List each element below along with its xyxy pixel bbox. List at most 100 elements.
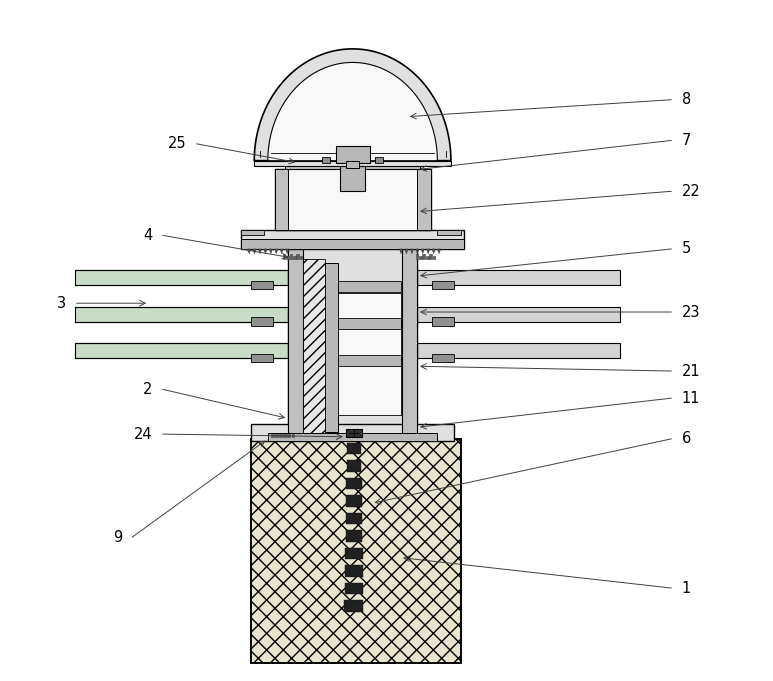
Polygon shape	[423, 255, 425, 259]
Bar	[274, 169, 288, 230]
Text: 5: 5	[682, 242, 691, 257]
Polygon shape	[240, 230, 264, 236]
Polygon shape	[432, 281, 455, 289]
Bar	[251, 439, 461, 663]
Polygon shape	[410, 249, 414, 254]
Text: 21: 21	[682, 364, 700, 379]
Polygon shape	[432, 317, 455, 326]
Bar	[402, 246, 417, 439]
Text: 9: 9	[113, 530, 122, 545]
Bar	[338, 281, 401, 292]
Bar	[338, 318, 401, 329]
Bar	[417, 306, 621, 321]
Bar	[274, 169, 431, 230]
Bar	[345, 565, 363, 577]
Polygon shape	[254, 49, 451, 161]
Text: 23: 23	[682, 304, 700, 319]
Bar	[346, 495, 362, 507]
Text: 24: 24	[134, 426, 152, 441]
Text: 3: 3	[57, 296, 66, 311]
Polygon shape	[251, 354, 273, 362]
Polygon shape	[375, 157, 383, 163]
Text: 25: 25	[168, 136, 186, 151]
Bar	[417, 343, 621, 358]
Polygon shape	[280, 249, 284, 254]
Bar	[254, 161, 451, 166]
Bar	[347, 153, 358, 168]
Bar	[346, 161, 359, 168]
Text: 2: 2	[143, 382, 152, 397]
Bar	[325, 262, 338, 432]
Polygon shape	[322, 157, 330, 163]
Polygon shape	[427, 249, 430, 254]
Text: 6: 6	[682, 431, 691, 446]
Polygon shape	[286, 256, 289, 259]
Polygon shape	[429, 255, 432, 259]
Bar	[284, 161, 421, 169]
Polygon shape	[405, 249, 408, 254]
Bar	[338, 355, 401, 366]
Polygon shape	[285, 249, 289, 254]
Text: 11: 11	[682, 391, 700, 406]
Bar	[303, 259, 325, 435]
Bar	[340, 154, 365, 191]
Bar	[267, 432, 438, 441]
Text: 1: 1	[682, 580, 691, 596]
Bar	[240, 230, 465, 249]
Bar	[240, 240, 465, 249]
Bar	[288, 246, 303, 439]
Bar	[346, 460, 361, 472]
Polygon shape	[283, 255, 285, 259]
Bar	[346, 513, 362, 524]
Polygon shape	[300, 256, 302, 259]
Polygon shape	[432, 249, 435, 254]
Polygon shape	[253, 249, 257, 254]
Polygon shape	[433, 256, 435, 259]
Polygon shape	[438, 230, 461, 236]
Polygon shape	[267, 63, 438, 161]
Polygon shape	[279, 434, 282, 437]
Text: 22: 22	[682, 184, 700, 199]
Bar	[346, 478, 362, 490]
Polygon shape	[288, 434, 290, 437]
Polygon shape	[251, 317, 273, 326]
Polygon shape	[264, 249, 267, 254]
Polygon shape	[416, 255, 418, 259]
Polygon shape	[290, 255, 292, 259]
Polygon shape	[247, 249, 251, 254]
Bar	[288, 246, 417, 439]
Bar	[251, 424, 455, 441]
Polygon shape	[293, 256, 295, 259]
Polygon shape	[275, 434, 278, 437]
Bar	[345, 583, 363, 595]
Bar	[417, 270, 621, 285]
Bar	[288, 169, 417, 230]
Text: 4: 4	[143, 228, 152, 243]
Polygon shape	[416, 249, 419, 254]
Polygon shape	[419, 256, 422, 259]
Polygon shape	[432, 354, 455, 362]
Polygon shape	[400, 249, 403, 254]
Text: 8: 8	[682, 92, 691, 107]
Polygon shape	[271, 434, 274, 437]
Bar	[338, 293, 401, 415]
Polygon shape	[269, 249, 273, 254]
Text: 7: 7	[682, 133, 691, 148]
Bar	[74, 343, 288, 358]
Polygon shape	[274, 249, 278, 254]
Polygon shape	[426, 256, 428, 259]
Bar	[346, 428, 362, 437]
Bar	[417, 169, 431, 230]
Bar	[347, 443, 361, 454]
Polygon shape	[251, 281, 273, 289]
Polygon shape	[296, 255, 299, 259]
Bar	[346, 530, 363, 542]
Polygon shape	[258, 249, 262, 254]
Bar	[251, 439, 461, 663]
Bar	[335, 146, 369, 163]
Bar	[346, 548, 363, 559]
Polygon shape	[291, 434, 295, 437]
Bar	[345, 601, 363, 612]
Polygon shape	[421, 249, 424, 254]
Bar	[74, 306, 288, 321]
